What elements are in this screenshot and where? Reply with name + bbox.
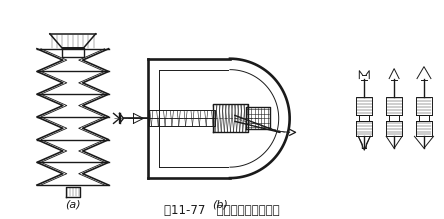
Text: 图11-77   螺纹百分尺测量中径: 图11-77 螺纹百分尺测量中径 (164, 204, 280, 217)
Text: (a): (a) (65, 200, 80, 210)
Text: (b): (b) (212, 200, 228, 210)
